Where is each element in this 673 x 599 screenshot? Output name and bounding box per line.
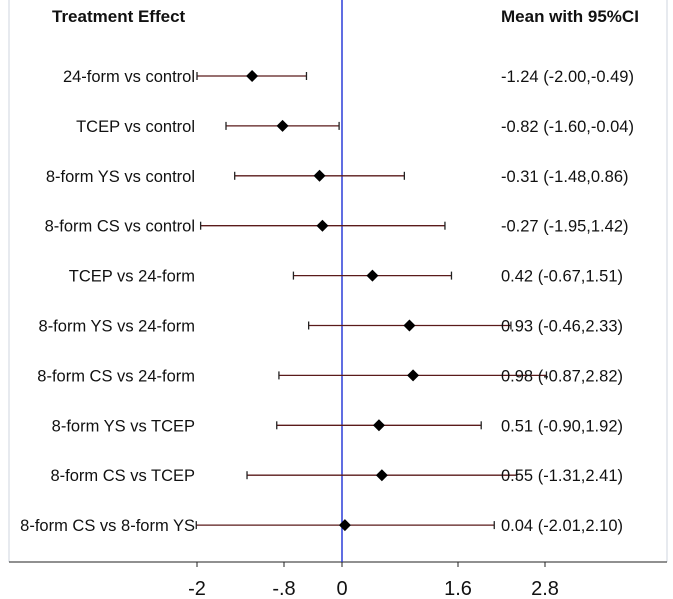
plot-frame	[8, 0, 668, 563]
x-tick-label: 2.8	[531, 578, 559, 599]
row-label: 8-form YS vs control	[46, 168, 195, 186]
point-estimate-marker	[407, 369, 420, 382]
forest-row: 24-form vs control -1.24 (-2.00,-0.49)	[63, 68, 634, 86]
row-label: 8-form CS vs 24-form	[37, 367, 195, 385]
forest-row: TCEP vs control -0.82 (-1.60,-0.04)	[76, 118, 634, 136]
ci-value-text: -0.31 (-1.48,0.86)	[501, 168, 629, 186]
row-label: TCEP vs 24-form	[69, 268, 195, 286]
forest-row: 8-form CS vs 24-form 0.98 (-0.87,2.82)	[37, 367, 623, 385]
forest-row: 8-form YS vs 24-form 0.93 (-0.46,2.33)	[39, 318, 623, 336]
forest-row: 8-form YS vs TCEP 0.51 (-0.90,1.92)	[52, 417, 623, 435]
forest-row: 8-form CS vs TCEP 0.55 (-1.31,2.41)	[50, 467, 623, 485]
ci-value-text: 0.55 (-1.31,2.41)	[501, 467, 623, 485]
ci-value-text: -0.27 (-1.95,1.42)	[501, 218, 629, 236]
x-tick-label: -2	[188, 578, 206, 599]
x-tick-label: 1.6	[444, 578, 472, 599]
treatment-effect-header: Treatment Effect	[52, 7, 186, 26]
ci-value-text: 0.42 (-0.67,1.51)	[501, 268, 623, 286]
point-estimate-marker	[316, 219, 329, 232]
x-axis: -2 -.8 0 1.6 2.8	[188, 562, 559, 599]
point-estimate-marker	[366, 269, 379, 282]
row-label: 8-form CS vs control	[45, 218, 195, 236]
point-estimate-marker	[372, 419, 385, 432]
row-label: 8-form CS vs 8-form YS	[20, 517, 195, 535]
point-estimate-marker	[403, 319, 416, 332]
mean-ci-header: Mean with 95%CI	[501, 7, 639, 26]
row-label: 24-form vs control	[63, 68, 195, 86]
point-estimate-marker	[338, 519, 351, 532]
ci-value-text: 0.04 (-2.01,2.10)	[501, 517, 623, 535]
forest-row: 8-form CS vs control -0.27 (-1.95,1.42)	[45, 218, 629, 236]
forest-row: 8-form CS vs 8-form YS 0.04 (-2.01,2.10)	[20, 517, 623, 535]
point-estimate-marker	[313, 169, 326, 182]
point-estimate-marker	[276, 119, 289, 132]
x-tick-label: -.8	[272, 578, 295, 599]
ci-value-text: -0.82 (-1.60,-0.04)	[501, 118, 634, 136]
column-headers: Treatment Effect Mean with 95%CI	[52, 7, 639, 26]
x-tick-label: 0	[336, 578, 347, 599]
point-estimate-marker	[375, 469, 388, 482]
ci-value-text: -1.24 (-2.00,-0.49)	[501, 68, 634, 86]
ci-value-text: 0.51 (-0.90,1.92)	[501, 417, 623, 435]
row-label: TCEP vs control	[76, 118, 195, 136]
ci-value-text: 0.93 (-0.46,2.33)	[501, 318, 623, 336]
ci-value-text: 0.98 (-0.87,2.82)	[501, 367, 623, 385]
row-label: 8-form YS vs TCEP	[52, 417, 195, 435]
forest-rows: 24-form vs control -1.24 (-2.00,-0.49) TCE…	[20, 68, 634, 535]
forest-row: TCEP vs 24-form 0.42 (-0.67,1.51)	[69, 268, 623, 286]
row-label: 8-form YS vs 24-form	[39, 318, 195, 336]
row-label: 8-form CS vs TCEP	[50, 467, 195, 485]
point-estimate-marker	[246, 70, 259, 82]
forest-row: 8-form YS vs control -0.31 (-1.48,0.86)	[46, 168, 629, 186]
